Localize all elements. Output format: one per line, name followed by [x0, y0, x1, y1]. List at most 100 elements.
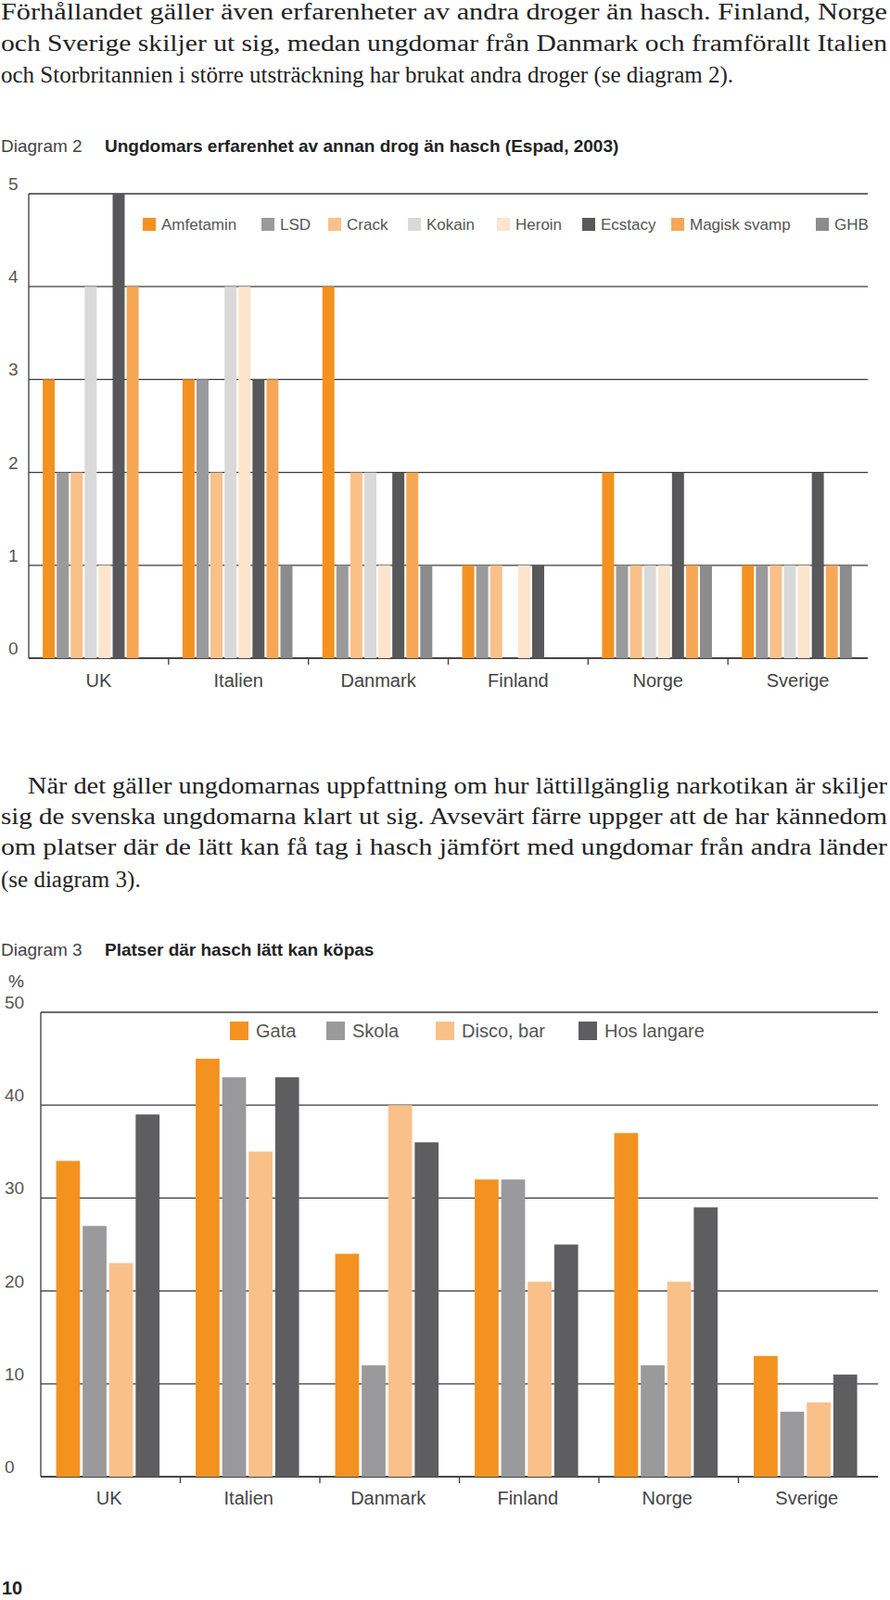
legend-swatch	[496, 217, 510, 231]
bar	[798, 565, 811, 659]
legend-label: Amfetamin	[161, 216, 237, 234]
x-tick-label: Norge	[642, 1487, 693, 1509]
chart: Diagram 3Platser där hasch lätt kan köpa…	[0, 940, 878, 1509]
y-axis-line	[27, 193, 29, 659]
y-tick-label: 10	[4, 1364, 25, 1385]
paragraph-line: När det gäller ungdomarnas uppfattning o…	[27, 773, 889, 799]
y-tick-label: 1	[8, 546, 19, 566]
bar	[784, 565, 797, 659]
bar	[833, 1374, 858, 1477]
legend-swatch	[407, 217, 421, 231]
bar	[224, 286, 237, 659]
bar	[546, 658, 559, 660]
bar	[82, 1225, 107, 1477]
bar	[280, 565, 293, 659]
paragraph-line: (se diagram 3).	[0, 866, 141, 893]
bar	[275, 1077, 300, 1477]
bar	[361, 1365, 386, 1477]
paragraph-line: sig de svenska ungdomarna klart ut sig. …	[0, 803, 889, 829]
legend: AmfetaminLSDCrackKokainHeroinEcstacyMagi…	[142, 216, 869, 234]
bars	[42, 193, 852, 659]
bar	[780, 1411, 805, 1477]
grid-line	[28, 379, 868, 381]
background	[0, 0, 890, 1600]
grid-line	[28, 286, 868, 288]
bar	[554, 1245, 579, 1478]
y-tick-label: 2	[8, 453, 19, 473]
bar	[476, 565, 489, 659]
bars	[56, 1058, 858, 1477]
bar	[474, 1179, 499, 1477]
bar	[113, 193, 126, 659]
bar	[182, 379, 195, 659]
bar	[70, 472, 83, 659]
chart: Diagram 2Ungdomars erfarenhet av annan d…	[0, 136, 869, 691]
y-tick-label: 4	[8, 267, 19, 287]
bar	[559, 658, 573, 660]
bar	[196, 379, 209, 659]
bar	[532, 565, 545, 659]
x-tick-label: Italien	[224, 1487, 274, 1509]
bar	[462, 565, 475, 659]
bar	[266, 379, 279, 659]
bar	[640, 1365, 665, 1477]
bar	[392, 472, 405, 659]
bar	[630, 565, 643, 659]
bar	[56, 472, 69, 659]
bar	[210, 472, 223, 659]
bar	[84, 286, 97, 659]
legend-swatch	[229, 1021, 249, 1041]
bar	[806, 1402, 831, 1477]
bar	[336, 565, 349, 659]
x-tick	[307, 658, 309, 665]
bar	[406, 472, 419, 659]
x-tick-label: Finland	[496, 1487, 559, 1509]
bar	[414, 1142, 439, 1477]
bar	[419, 565, 433, 659]
x-tick	[167, 658, 169, 665]
bar	[222, 1077, 247, 1477]
grid-line	[40, 1011, 878, 1013]
legend-swatch	[582, 217, 596, 231]
grid-line	[40, 1197, 878, 1199]
legend-label: Kokain	[426, 216, 475, 234]
bar	[616, 565, 629, 659]
figure-label: Diagram 2	[0, 136, 83, 156]
x-tick	[597, 1476, 599, 1484]
bar	[741, 565, 754, 659]
paragraph-line: och Storbritannien i större utsträckning…	[0, 62, 734, 89]
grid-line	[28, 471, 868, 473]
bar	[98, 565, 111, 659]
paragraph-line: Förhållandet gäller även erfarenheter av…	[0, 0, 888, 25]
x-tick-label: UK	[86, 670, 113, 691]
bar	[388, 1105, 413, 1477]
x-tick-label: Norge	[633, 670, 684, 691]
bar	[658, 565, 671, 659]
bar	[753, 1356, 778, 1477]
legend-swatch	[142, 217, 156, 231]
bar	[364, 472, 377, 659]
y-tick-label: 30	[4, 1178, 25, 1198]
y-tick-label: 50	[4, 992, 25, 1013]
x-tick	[587, 658, 589, 665]
bar	[252, 379, 265, 659]
bar	[501, 1179, 526, 1477]
bar	[518, 565, 531, 659]
bar	[238, 286, 251, 659]
paragraph-line: om platser där de lätt kan få tag i hasc…	[0, 834, 889, 860]
bar	[140, 658, 153, 660]
x-tick	[179, 1476, 181, 1484]
bar	[378, 565, 391, 659]
bar	[672, 472, 685, 659]
legend-label: Hos langare	[604, 1020, 705, 1042]
bar	[42, 379, 55, 659]
x-tick-label: UK	[96, 1487, 123, 1509]
legend-label: Gata	[255, 1020, 297, 1042]
bar	[350, 472, 363, 659]
bar	[248, 1151, 273, 1477]
y-axis-line	[39, 1012, 41, 1477]
legend-swatch	[326, 1021, 345, 1041]
bar	[839, 565, 852, 659]
x-tick	[318, 1476, 320, 1484]
bar	[335, 1254, 360, 1477]
